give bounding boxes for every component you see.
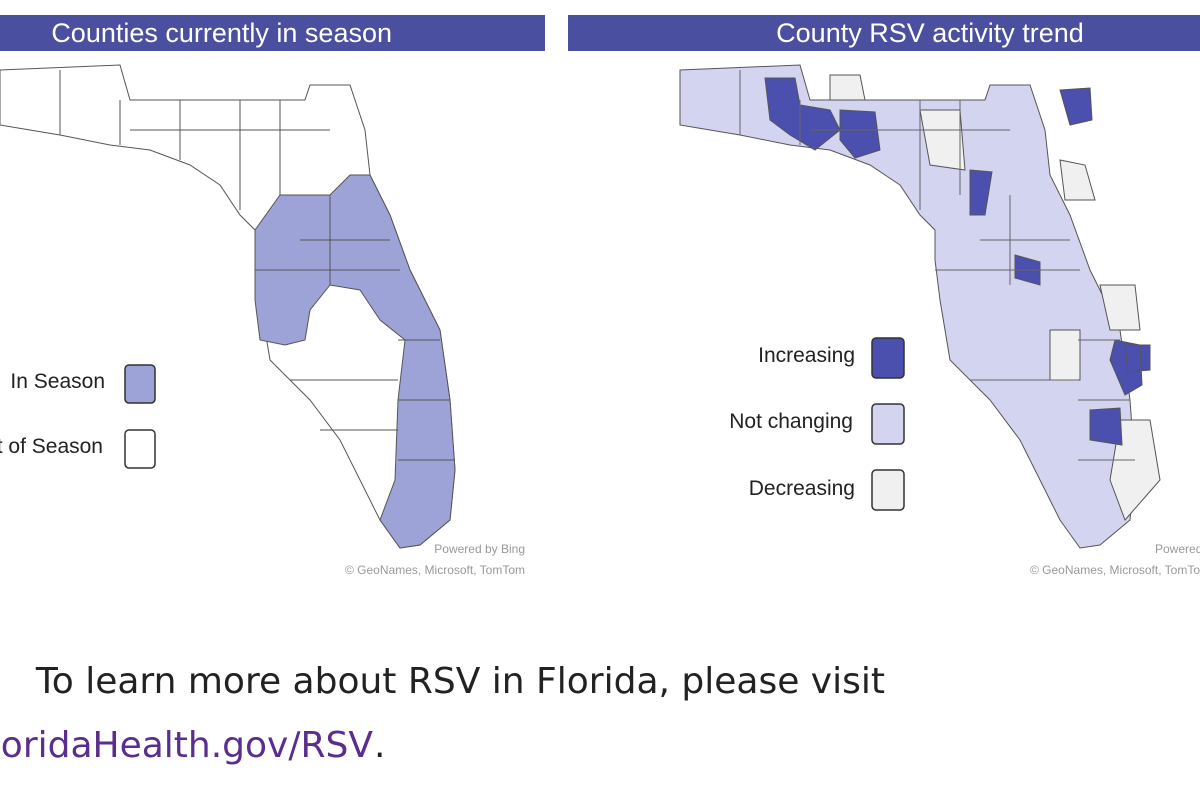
attribution: © GeoNames, Microsoft, TomTom: [345, 563, 525, 577]
county-lines: [59, 70, 455, 461]
legend-swatch: [124, 429, 156, 469]
attribution: © GeoNames, Microsoft, TomTom: [1030, 563, 1200, 577]
title-bar: [0, 15, 545, 51]
florida-map-season: [0, 64, 456, 549]
map-title: County RSV activity trend: [776, 18, 1084, 48]
legend-label: Out of Season: [0, 435, 103, 458]
decreasing-counties: [829, 74, 1161, 521]
footer-link[interactable]: FloridaHealth.gov/RSV: [0, 725, 373, 766]
legend-label: Not changing: [729, 410, 853, 433]
legend-swatch: [871, 337, 905, 379]
in-season-region: [254, 174, 456, 549]
legend-label: Increasing: [758, 344, 855, 367]
legend-swatch: [871, 403, 905, 445]
attribution: Powered by Bing: [434, 542, 525, 556]
legend-swatch: [871, 469, 905, 511]
map-title: Counties currently in season: [51, 18, 392, 48]
footer-period: .: [374, 725, 385, 766]
county-lines: [739, 70, 1135, 461]
legend-swatch: [124, 364, 156, 404]
attribution: Powered by Bing: [1155, 542, 1200, 556]
legend-label: In Season: [10, 370, 105, 393]
footer-text: To learn more about RSV in Florida, plea…: [35, 661, 885, 702]
legend-label: Decreasing: [749, 477, 855, 500]
title-bar: [568, 15, 1200, 51]
florida-map-trend: [679, 64, 1161, 549]
state-outline: [679, 64, 1136, 549]
